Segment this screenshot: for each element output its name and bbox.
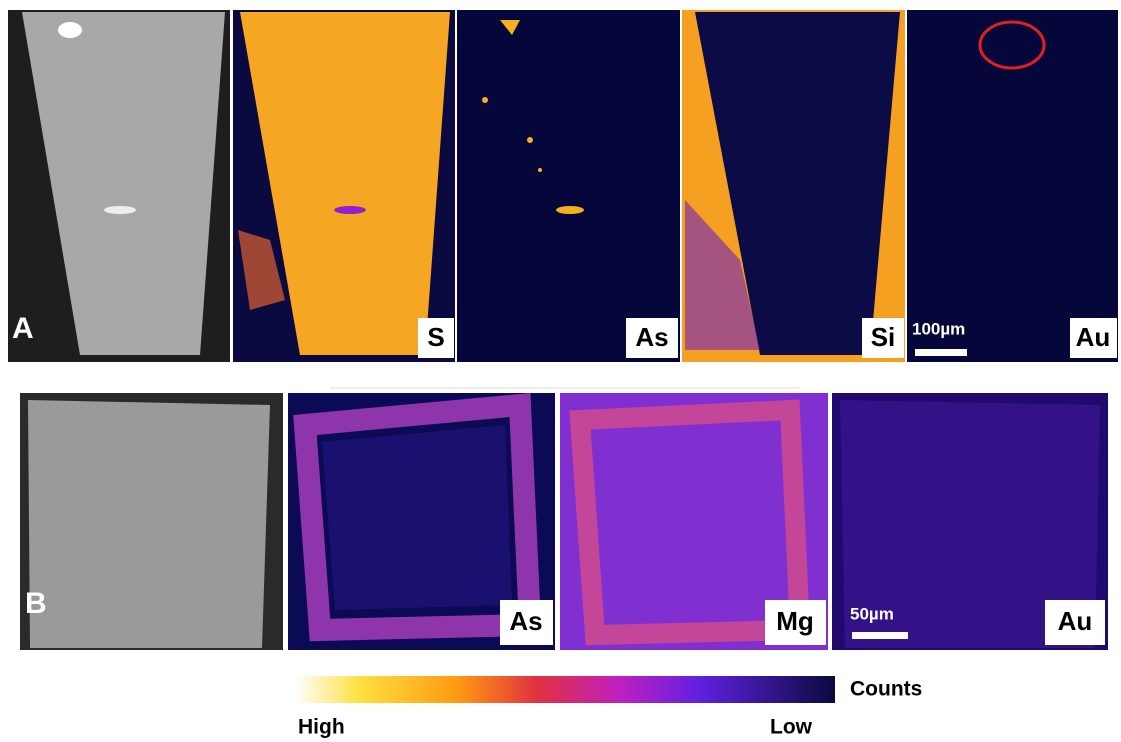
- grain: [334, 206, 366, 214]
- row-a: A S As Si 100µm Au: [8, 10, 1118, 362]
- crystal: [28, 400, 270, 648]
- grain: [556, 206, 584, 214]
- core: [322, 425, 512, 610]
- map-label: Si: [871, 322, 896, 352]
- grain: [527, 137, 533, 143]
- grain: [482, 97, 488, 103]
- map-label: As: [509, 606, 542, 636]
- map-label: Au: [1076, 322, 1111, 352]
- grain: [58, 22, 82, 38]
- panel-label: B: [25, 587, 47, 620]
- colorbar: [295, 676, 835, 703]
- map-label: S: [427, 322, 444, 352]
- colorbar-title: Counts: [850, 678, 922, 701]
- as-map: [457, 10, 680, 362]
- scale-bar-label: 50µm: [850, 604, 894, 623]
- figure: A S As Si 100µm Au B As: [0, 0, 1121, 742]
- colorbar-high: High: [298, 716, 345, 739]
- colorbar-low: Low: [770, 716, 813, 739]
- au-map: [907, 10, 1118, 362]
- row-b: B As Mg 50µm Au: [20, 393, 1108, 650]
- panel-label: A: [12, 312, 34, 345]
- map-label: As: [635, 322, 668, 352]
- grain: [538, 168, 542, 172]
- grain: [104, 206, 136, 214]
- map-label: Au: [1058, 606, 1093, 636]
- scale-bar-label: 100µm: [912, 319, 965, 338]
- map-label: Mg: [776, 606, 814, 636]
- scale-bar: [852, 632, 908, 639]
- scale-bar: [915, 349, 967, 356]
